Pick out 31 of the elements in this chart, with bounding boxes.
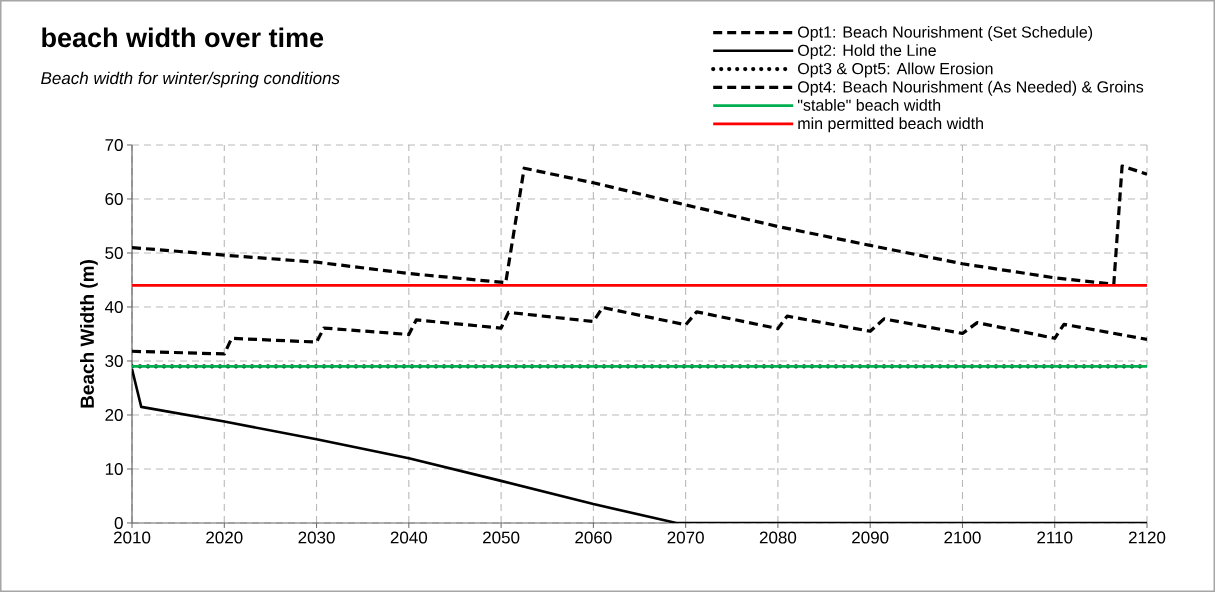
legend-label: Opt1: Beach Nourishment (Set Schedule) [798, 26, 1093, 41]
legend-label: "stable" beach width [797, 99, 941, 111]
x-tick-label: 2120 [1128, 531, 1166, 544]
x-tick-label: 2010 [113, 531, 151, 544]
y-tick-label: 60 [105, 192, 123, 206]
chart-subtitle: Beach width for winter/spring conditions [41, 71, 340, 88]
line-series [132, 164, 1147, 286]
y-tick-label: 50 [105, 246, 123, 260]
legend-label: Opt4: Beach Nourishment (As Needed) & Groins [798, 80, 1144, 96]
x-tick-label: 2030 [298, 531, 335, 544]
x-tick-label: 2090 [852, 531, 889, 544]
x-tick-label: 2100 [944, 531, 981, 544]
y-tick-label: 10 [105, 462, 123, 476]
x-tick-label: 2060 [575, 531, 612, 544]
x-tick-label: 2070 [667, 531, 704, 544]
x-tick-label: 2040 [390, 531, 428, 544]
x-tick-label: 2080 [759, 531, 797, 544]
y-tick-label: 0 [114, 516, 123, 530]
x-tick-label: 2110 [1037, 531, 1073, 544]
y-tick-label: 40 [104, 300, 123, 314]
x-tick-label: 2050 [483, 531, 520, 544]
legend-label: Opt3 & Opt5: Allow Erosion [798, 62, 993, 78]
y-tick-label: 20 [105, 408, 123, 422]
chart-title: beach width over time [42, 27, 324, 48]
legend-label: min permitted beach width [798, 117, 983, 133]
x-tick-label: 2020 [206, 531, 243, 544]
line-series [132, 305, 1147, 356]
y-tick-label: 30 [105, 354, 123, 368]
y-axis-title: Beach Width (m) [80, 260, 98, 408]
y-tick-label: 70 [105, 138, 123, 152]
legend-label: Opt2: Hold the Line [798, 44, 936, 60]
